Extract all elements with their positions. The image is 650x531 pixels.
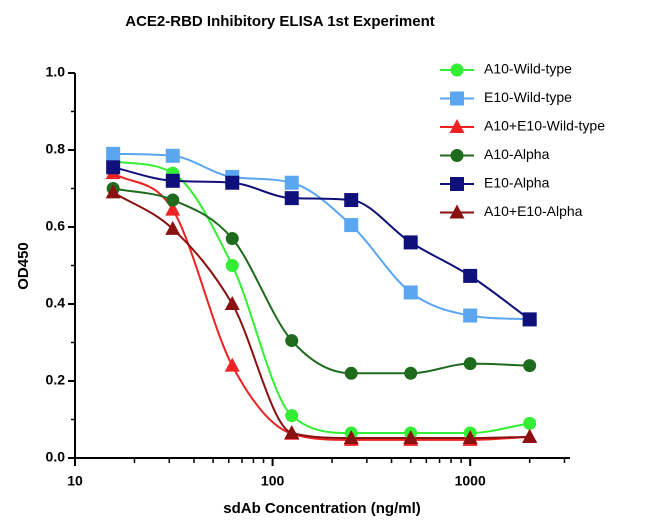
fit-curve (112, 166, 531, 321)
data-point (165, 148, 180, 163)
data-point (523, 416, 537, 430)
data-point (343, 429, 359, 444)
x-tick-label: 1000 (455, 473, 486, 489)
data-point (285, 409, 299, 423)
x-axis-label: sdAb Concentration (ng/ml) (223, 500, 421, 517)
legend-marker (450, 63, 464, 77)
legend-marker (450, 149, 464, 162)
data-point (106, 146, 121, 161)
y-axis-label: OD450 (15, 242, 32, 290)
x-tick-label: 10 (67, 473, 83, 489)
legend-label: A10-Alpha (484, 146, 550, 162)
data-point (225, 175, 240, 190)
legend-label: E10-Alpha (484, 175, 550, 191)
data-point (224, 357, 240, 372)
data-point (522, 312, 537, 327)
data-point (225, 232, 239, 246)
y-tick-label: 0.8 (46, 141, 66, 157)
data-point (165, 173, 180, 188)
legend-marker (449, 204, 465, 219)
data-point (522, 428, 538, 443)
data-point (284, 424, 300, 439)
data-point (225, 259, 239, 272)
data-point (344, 193, 359, 208)
data-point (284, 191, 299, 206)
data-point (344, 218, 359, 233)
data-point (403, 235, 418, 250)
legend-label: A10+E10-Wild-type (484, 118, 605, 134)
y-tick-label: 0.0 (46, 449, 66, 465)
data-point (463, 357, 477, 371)
y-tick-label: 0.2 (46, 372, 66, 388)
data-point (166, 193, 180, 207)
fit-curve (112, 187, 530, 375)
data-point (344, 366, 358, 380)
legend-label: A10+E10-Alpha (484, 203, 583, 219)
data-point (165, 220, 181, 235)
data-point (462, 429, 478, 444)
y-tick-label: 0.6 (46, 218, 66, 234)
data-point (463, 268, 478, 283)
legend-label: E10-Wild-type (484, 89, 572, 105)
y-tick-label: 0.4 (46, 295, 66, 311)
data-point (106, 160, 121, 175)
y-tick-label: 1.0 (46, 64, 66, 80)
data-point (463, 308, 478, 323)
legend-marker (450, 177, 464, 191)
data-point (105, 184, 121, 199)
data-point (403, 429, 419, 444)
fit-curve (113, 152, 530, 321)
x-tick-label: 100 (261, 473, 285, 489)
data-point (523, 359, 537, 373)
chart-title: ACE2-RBD Inhibitory ELISA 1st Experiment (125, 13, 435, 30)
data-point (403, 285, 418, 300)
legend-marker (449, 119, 465, 133)
data-point (165, 201, 181, 216)
data-point (284, 175, 299, 190)
legend-marker (450, 91, 464, 106)
data-point (404, 366, 418, 380)
data-point (285, 334, 299, 348)
legend-label: A10-Wild-type (484, 61, 572, 77)
data-point (224, 296, 240, 310)
